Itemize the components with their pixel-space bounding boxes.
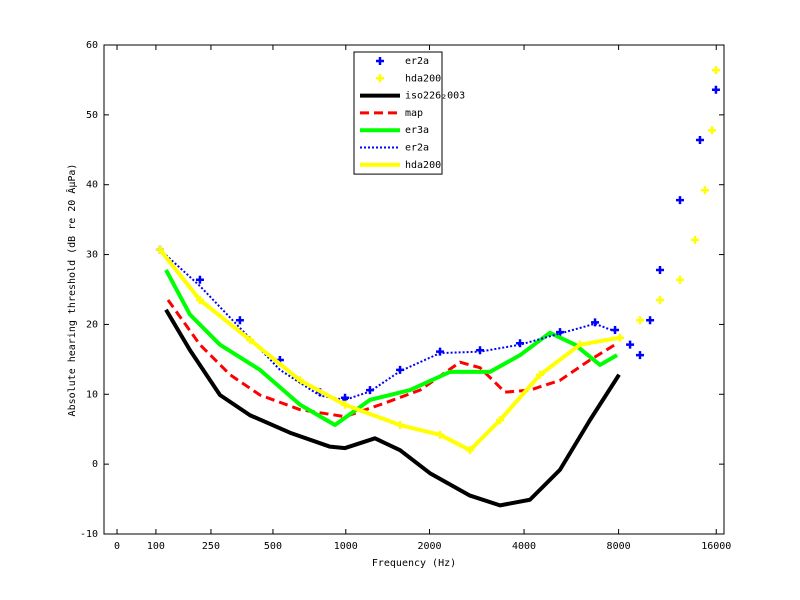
y-tick-label: 60 (86, 40, 98, 51)
legend-label: er3a (405, 125, 429, 136)
data-point (675, 196, 684, 205)
y-axis-label: Absolute hearing threshold (dB re 20 ÂµP… (65, 164, 78, 417)
data-point (700, 186, 709, 195)
data-point (635, 316, 644, 325)
y-tick-label: 0 (92, 459, 98, 470)
data-point (695, 136, 704, 145)
legend-box (353, 51, 443, 175)
legend-label: er2a (405, 56, 429, 67)
legend-marker (376, 74, 384, 83)
legend-marker (376, 57, 384, 65)
data-point (235, 316, 244, 325)
y-tick-label: 40 (86, 180, 98, 191)
legend-label: hda200 (405, 73, 441, 84)
data-point (646, 316, 655, 325)
x-tick-label: 8000 (607, 541, 631, 552)
data-point (708, 126, 717, 135)
data-point (711, 66, 720, 75)
data-line (158, 248, 621, 453)
data-point (691, 235, 700, 244)
y-tick-label: 20 (86, 319, 98, 330)
data-point (195, 275, 204, 284)
x-tick-label: 0 (114, 541, 120, 552)
x-tick-label: 1000 (334, 541, 358, 552)
data-point (626, 340, 635, 349)
data-line (166, 299, 616, 419)
legend-label: iso226₂003 (405, 91, 465, 102)
legend-label: er2a (405, 143, 429, 154)
data-line (164, 268, 619, 428)
x-tick-label: 16000 (701, 541, 731, 552)
data-point (635, 351, 644, 360)
data-point (675, 275, 684, 284)
x-axis-label: Frequency (Hz) (372, 558, 456, 569)
x-tick-label: 250 (202, 541, 220, 552)
x-tick-label: 500 (264, 541, 282, 552)
data-point (591, 318, 600, 327)
data-point (556, 328, 565, 337)
data-line (164, 308, 621, 508)
data-point (711, 85, 720, 94)
data-point (611, 326, 620, 335)
legend-label: hda200 (405, 160, 441, 171)
data-point (655, 295, 664, 304)
legend-label: map (405, 108, 423, 119)
y-tick-label: 50 (86, 110, 98, 121)
y-tick-label: -10 (80, 529, 98, 540)
data-point (436, 347, 445, 356)
x-tick-label: 2000 (417, 541, 441, 552)
data-point (341, 393, 350, 402)
data-point (655, 265, 664, 274)
y-tick-label: 30 (86, 250, 98, 261)
y-tick-label: 10 (86, 389, 98, 400)
x-tick-label: 100 (147, 541, 165, 552)
x-tick-label: 4000 (512, 541, 536, 552)
